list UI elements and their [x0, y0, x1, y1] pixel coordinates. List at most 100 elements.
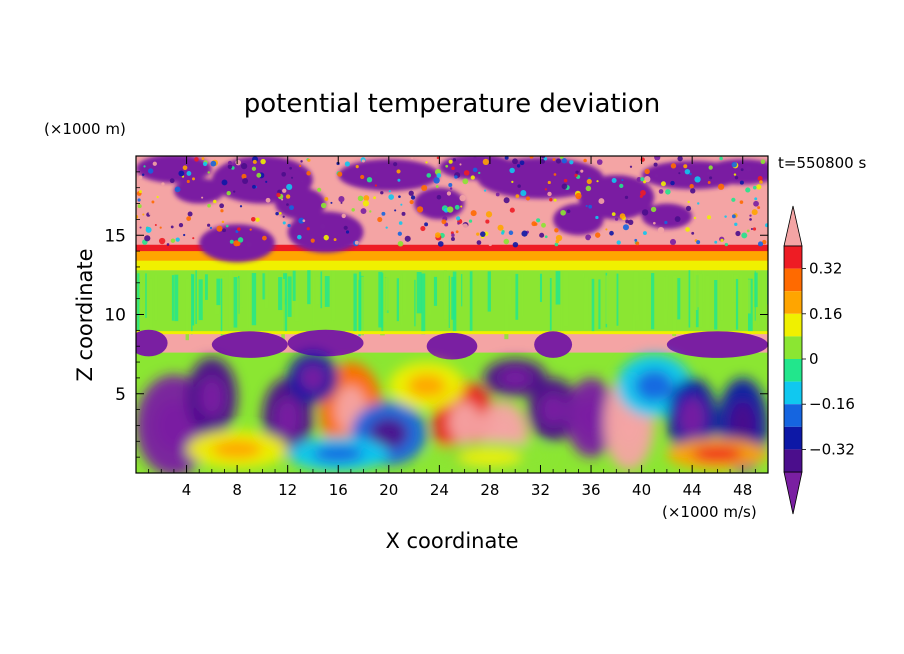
upper-speck	[345, 230, 350, 234]
mid-layer-streak	[188, 271, 190, 309]
mid-layer-streak	[739, 274, 742, 319]
purple-patch	[414, 187, 465, 220]
upper-speck	[178, 170, 185, 177]
upper-speck	[186, 216, 192, 221]
upper-speck	[147, 168, 154, 174]
upper-speck	[225, 224, 229, 228]
x-tick-label: 36	[581, 481, 600, 499]
upper-speck	[678, 172, 681, 175]
upper-speck	[459, 163, 462, 166]
mid-layer-streak	[651, 273, 655, 330]
x-tick-label: 44	[683, 481, 702, 499]
upper-speck	[488, 242, 492, 247]
upper-speck	[454, 175, 458, 179]
mid-layer-streak	[191, 274, 195, 326]
upper-speck	[749, 218, 752, 221]
upper-speck	[289, 205, 294, 211]
mid-layer-streak	[375, 273, 377, 309]
upper-speck	[742, 203, 746, 207]
upper-speck	[452, 158, 457, 162]
upper-speck	[161, 182, 165, 186]
upper-speck	[485, 219, 490, 224]
upper-speck	[281, 198, 284, 201]
upper-speck	[216, 225, 223, 232]
mid-layer-streak	[688, 270, 691, 328]
upper-speck	[525, 196, 531, 201]
upper-speck	[497, 224, 504, 231]
upper-speck	[547, 180, 551, 185]
upper-speck	[310, 238, 315, 243]
mid-layer-streak	[487, 271, 491, 312]
purple-patch	[704, 159, 768, 185]
upper-speck	[174, 186, 181, 193]
upper-speck	[451, 237, 455, 241]
mid-layer-streak	[461, 274, 463, 307]
x-tick-label: 8	[232, 481, 242, 499]
mid-layer-streak	[477, 274, 479, 307]
purple-patch	[578, 175, 655, 220]
mid-layer-streak	[185, 278, 189, 341]
upper-speck	[143, 165, 146, 168]
upper-speck	[685, 205, 692, 212]
transition-band	[136, 331, 768, 335]
upper-speck	[144, 235, 151, 242]
upper-speck	[251, 166, 257, 171]
upper-speck	[341, 213, 346, 219]
upper-speck	[338, 196, 345, 203]
upper-speck	[561, 158, 567, 164]
upper-speck	[605, 228, 608, 231]
upper-speck	[300, 160, 303, 163]
upper-speck	[665, 189, 671, 195]
upper-speck	[575, 192, 582, 200]
upper-speck	[463, 170, 470, 176]
purple-intrusion	[211, 331, 288, 358]
upper-speck	[621, 179, 624, 182]
upper-speck	[441, 219, 447, 225]
y-tick-label: 15	[104, 226, 126, 246]
upper-speck	[170, 225, 174, 229]
mid-layer-streak	[154, 274, 158, 321]
upper-speck	[256, 172, 262, 178]
colorbar-top-arrow	[783, 205, 803, 247]
upper-speck	[760, 204, 765, 210]
upper-speck	[762, 239, 767, 245]
upper-speck	[142, 213, 145, 216]
eddy-core	[211, 439, 263, 459]
upper-speck	[470, 175, 475, 180]
upper-speck	[614, 217, 619, 221]
upper-speck	[749, 214, 752, 217]
purple-patch	[287, 211, 364, 253]
colorbar: 0.32 0.16 0 −0.16 −0.32	[783, 205, 855, 515]
upper-speck	[739, 180, 744, 185]
upper-speck	[213, 199, 217, 204]
upper-speck	[596, 180, 599, 183]
x-tick-label: 48	[733, 481, 752, 499]
mid-layer-streak	[697, 272, 700, 308]
mid-layer-streak	[642, 278, 647, 330]
purple-intrusion	[136, 329, 168, 357]
mid-layer-streak	[402, 272, 407, 315]
upper-speck	[227, 160, 233, 166]
lower-eddies	[136, 352, 768, 473]
upper-speck	[724, 215, 727, 218]
upper-speck	[458, 232, 464, 238]
upper-speck	[154, 223, 157, 226]
purple-intrusion	[426, 332, 478, 360]
upper-speck	[249, 210, 255, 217]
upper-speck	[741, 232, 748, 239]
upper-speck	[416, 206, 424, 213]
transition-band	[136, 244, 768, 252]
mid-layer-streak	[486, 273, 488, 313]
upper-speck	[511, 180, 514, 184]
upper-speck	[448, 183, 453, 188]
mid-layer-streak	[292, 270, 296, 301]
mid-layer-streak	[469, 271, 473, 331]
upper-speck	[456, 216, 461, 221]
upper-speck	[260, 158, 266, 165]
upper-speck	[752, 227, 757, 231]
upper-speck	[652, 221, 656, 225]
upper-speck	[503, 238, 510, 245]
upper-speck	[693, 216, 697, 220]
upper-speck	[178, 222, 184, 228]
upper-speck	[137, 198, 141, 202]
